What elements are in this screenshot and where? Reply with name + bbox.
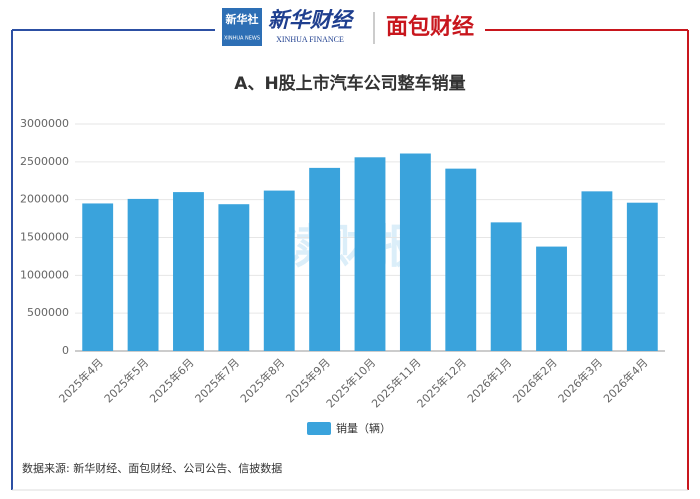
watermark: 读财报 [281,220,419,274]
logo-right: 面包财经 [386,14,474,40]
y-tick-label: 1500000 [20,231,69,244]
chart-title: A、H股上市汽车公司整车销量 [234,73,465,94]
logo-left-sub: XINHUA NEWS [224,36,260,42]
bar [127,198,159,351]
x-tick-label: 2025年9月 [283,355,333,405]
bar [173,192,204,351]
y-tick-label: 3000000 [20,117,69,130]
legend-swatch [307,422,331,435]
bar [490,222,522,351]
bar [445,168,477,351]
logo-mid: 新华财经 [268,8,355,32]
x-tick-label: 2026年4月 [600,355,650,405]
x-tick-label: 2026年1月 [464,355,514,405]
x-tick-label: 2025年5月 [101,355,151,405]
bar [82,203,114,351]
logo-left: 新华社 [226,12,259,26]
y-tick-label: 500000 [27,306,69,319]
y-tick-label: 1000000 [20,268,69,281]
bar [354,157,386,351]
x-tick-label: 2026年3月 [555,355,605,405]
legend-label: 销量（辆） [336,421,391,435]
bar [309,167,341,351]
x-tick-label: 2025年7月 [192,355,242,405]
bar [626,202,658,351]
y-tick-label: 2500000 [20,155,69,168]
bar [581,191,613,351]
logo-box [222,8,262,46]
bar [399,153,431,351]
x-tick-label: 2025年6月 [146,355,196,405]
bar [263,190,295,351]
y-tick-label: 2000000 [20,193,69,206]
x-tick-label: 2025年8月 [237,355,287,405]
bar [536,246,567,351]
x-tick-label: 2025年12月 [414,355,469,410]
bar [218,204,250,351]
source: 数据来源: 新华财经、面包财经、公司公告、信披数据 [22,461,282,475]
x-tick-label: 2026年2月 [510,355,560,405]
x-tick-label: 2025年4月 [56,355,106,405]
logo-mid-sub: XINHUA FINANCE [276,35,344,44]
y-tick-label: 0 [62,344,69,357]
